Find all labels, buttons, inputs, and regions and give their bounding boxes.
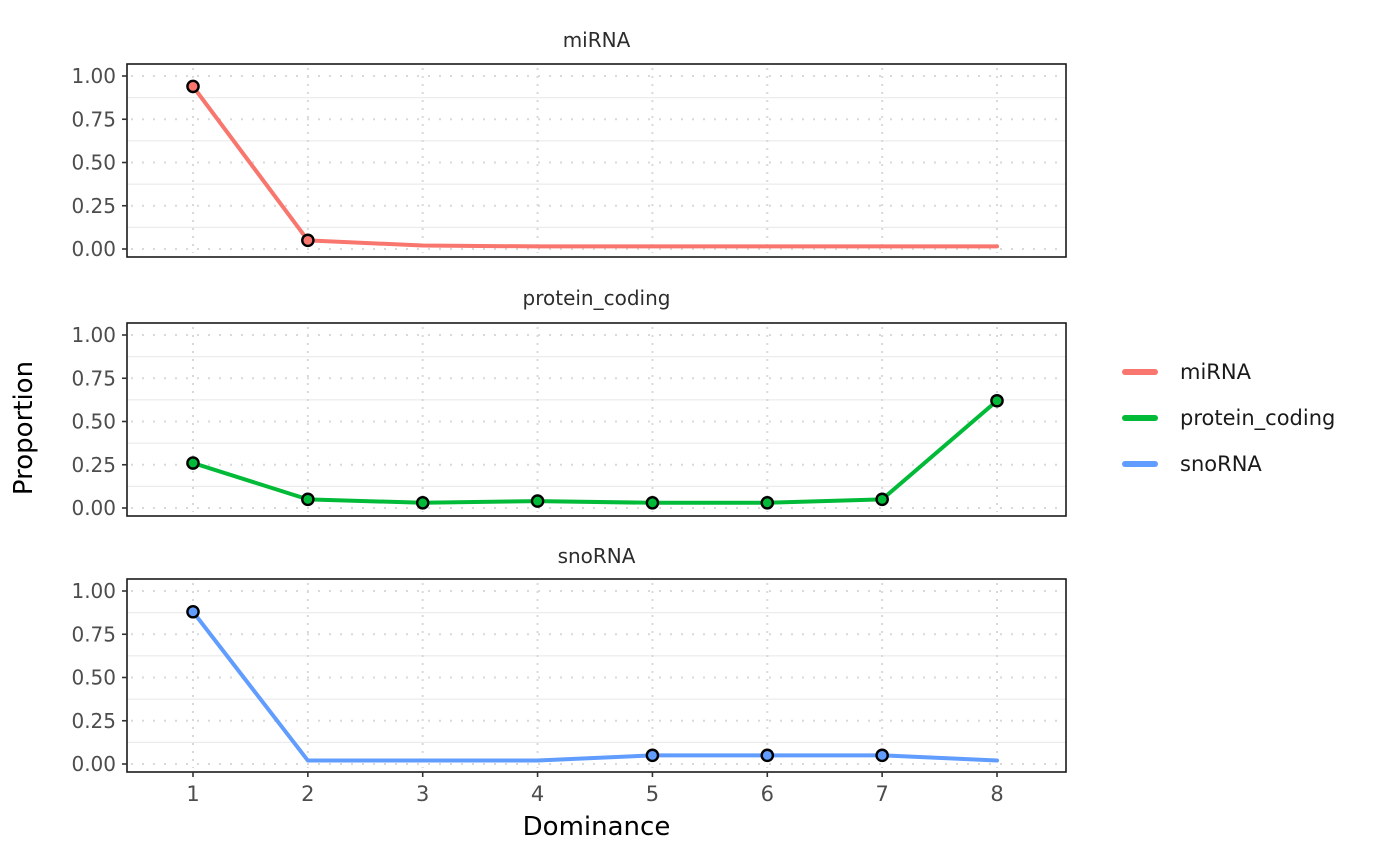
series-line-miRNA [191,84,999,249]
y-tick-label: 0.50 [71,410,116,434]
data-point-miRNA-x1 [186,79,200,94]
y-axis-title: Proportion [9,360,39,496]
x-tick-label: 7 [875,782,888,806]
y-tick-label: 0.50 [71,151,116,175]
y-tick-label: 0.75 [71,366,116,390]
panel-protein_coding: 0.00 0.25 0.50 0.75 1.00 [71,322,1067,520]
data-point-protein_coding-x6 [760,496,775,510]
data-point-protein_coding-x7 [875,492,889,507]
legend-row-mirna: miRNA [1122,349,1335,395]
y-tick-label: 0.75 [71,107,116,131]
y-tick-label: 0.25 [71,194,116,218]
panel-miRNA: 0.00 0.25 0.50 0.75 1.00 [71,63,1067,261]
x-tick-label: 8 [990,782,1003,806]
data-point-miRNA-x2 [301,233,315,248]
y-tick-label: 0.25 [71,453,116,477]
y-tick-label: 0.00 [71,237,116,261]
y-tick-label: 1.00 [71,323,116,347]
legend-swatch-snorna [1122,461,1158,467]
legend-label-protein-coding: protein_coding [1180,406,1336,430]
legend-row-protein-coding: protein_coding [1122,395,1335,441]
series-line-snoRNA [191,609,999,763]
panel-border [126,322,1067,517]
data-point-snoRNA-x7 [875,748,889,763]
panel-title-mirna: miRNA [562,28,631,52]
legend-swatch-mirna [1122,369,1158,375]
x-tick-label: 2 [301,782,314,806]
legend-swatch-protein-coding [1122,415,1158,421]
y-tick-label: 1.00 [71,579,116,603]
x-tick-label: 6 [761,782,774,806]
y-tick-label: 0.75 [71,622,116,646]
panel-title-protein-coding: protein_coding [522,286,671,310]
x-tick-label: 3 [416,782,429,806]
data-point-protein_coding-x2 [301,492,315,507]
panel-border [126,63,1067,258]
y-tick-label: 0.50 [71,666,116,690]
data-point-protein_coding-x8 [990,393,1004,408]
legend: miRNA protein_coding snoRNA [1122,349,1335,487]
series-line-protein_coding [191,398,999,505]
x-axis: 1 2 3 4 5 6 7 8 [186,772,1004,806]
y-tick-label: 0.00 [71,752,116,776]
x-axis-title: Dominance [522,812,671,842]
y-tick-label: 0.25 [71,709,116,733]
legend-label-mirna: miRNA [1180,360,1251,384]
data-point-snoRNA-x5 [645,748,660,763]
data-point-protein_coding-x3 [415,496,430,510]
panel-snoRNA: 0.00 0.25 0.50 0.75 1.00 [71,578,1067,776]
legend-row-snorna: snoRNA [1122,441,1335,487]
x-tick-label: 4 [531,782,544,806]
panel-border [126,578,1067,773]
panel-title-snorna: snoRNA [557,544,636,568]
y-tick-label: 0.00 [71,496,116,520]
data-point-snoRNA-x6 [760,748,775,763]
x-tick-label: 5 [646,782,659,806]
x-tick-label: 1 [186,782,199,806]
data-point-protein_coding-x5 [645,496,660,510]
data-point-snoRNA-x1 [186,604,200,619]
y-tick-label: 1.00 [71,64,116,88]
data-point-protein_coding-x1 [186,456,200,470]
data-point-protein_coding-x4 [530,494,545,508]
legend-label-snorna: snoRNA [1180,452,1262,476]
